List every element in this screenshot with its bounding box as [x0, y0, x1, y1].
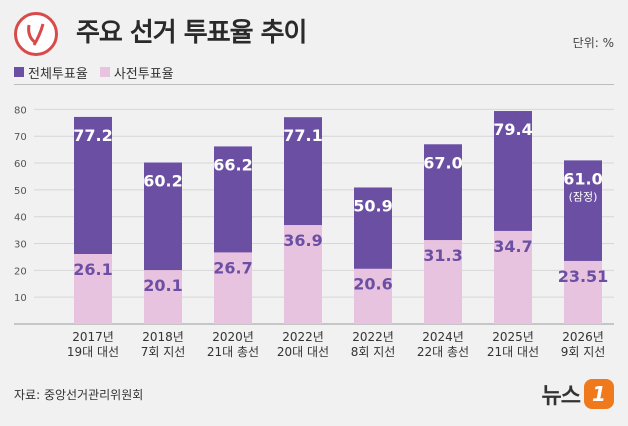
y-tick-label: 50 [14, 186, 27, 197]
source-note: 자료: 중앙선거관리위원회 [14, 388, 144, 402]
early-bar [144, 270, 182, 324]
legend: 전체투표율 사전투표율 [14, 62, 186, 82]
chart-title: 주요 선거 투표율 추이 [76, 18, 307, 48]
legend-label-total: 전체투표율 [28, 66, 88, 82]
early-bar [354, 268, 392, 324]
x-category-label: 2022년 [282, 330, 324, 344]
x-category-label: 9회 지선 [561, 345, 606, 359]
total-value-label: 50.9 [353, 196, 392, 215]
total-value-label: 77.1 [283, 126, 322, 145]
early-bar [74, 253, 112, 324]
x-category-label: 2026년 [562, 330, 604, 344]
early-value-label: 20.1 [143, 276, 182, 295]
early-bar [214, 252, 252, 324]
ballot-stamp-icon [14, 12, 58, 56]
total-value-label: 61.0 [563, 169, 602, 188]
x-category-label: 2022년 [352, 330, 394, 344]
legend-divider [14, 84, 614, 85]
x-category-label: 7회 지선 [141, 345, 186, 359]
logo-text: 뉴스 [541, 384, 581, 409]
y-tick-label: 80 [14, 105, 27, 116]
x-category-label: 2020년 [212, 330, 254, 344]
total-value-label: 77.2 [73, 126, 112, 145]
early-value-label: 23.51 [558, 267, 609, 286]
x-category-label: 21대 대선 [487, 345, 539, 359]
x-category-label: 2017년 [72, 330, 114, 344]
unit-label: 단위: % [572, 36, 614, 50]
news1-logo: 뉴스 1 [542, 378, 614, 410]
legend-swatch-early [99, 67, 110, 77]
total-value-label: 60.2 [143, 172, 182, 191]
x-category-label: 8회 지선 [351, 345, 396, 359]
early-value-label: 26.1 [73, 260, 112, 279]
legend-item-total: 전체투표율 [14, 63, 88, 82]
x-category-label: 19대 대선 [67, 345, 119, 359]
logo-mark-icon: 1 [584, 379, 614, 409]
ballot-stamp-mark-icon [27, 23, 45, 46]
x-category-label: 2018년 [142, 330, 184, 344]
legend-label-early: 사전투표율 [113, 66, 174, 82]
early-bar [564, 260, 602, 324]
y-tick-label: 10 [14, 293, 27, 304]
early-value-label: 36.9 [283, 231, 322, 250]
early-bar [424, 240, 462, 324]
x-category-label: 22대 총선 [417, 345, 469, 359]
x-category-label: 20대 대선 [277, 345, 329, 359]
early-bar [494, 230, 532, 324]
provisional-note: (잠정) [569, 190, 598, 203]
y-tick-label: 20 [14, 266, 27, 277]
y-tick-label: 60 [14, 159, 27, 170]
y-tick-label: 70 [14, 132, 27, 143]
x-category-label: 2025년 [492, 330, 534, 344]
legend-swatch-total [14, 67, 24, 77]
x-category-label: 2024년 [422, 330, 464, 344]
early-bar [284, 225, 322, 324]
y-tick-label: 40 [14, 213, 27, 224]
y-tick-label: 30 [14, 240, 27, 251]
early-value-label: 26.7 [213, 258, 252, 277]
early-value-label: 34.7 [493, 237, 532, 256]
legend-item-early: 사전투표율 [99, 63, 174, 82]
total-value-label: 66.2 [213, 155, 252, 174]
total-value-label: 67.0 [423, 153, 462, 172]
early-value-label: 20.6 [353, 275, 392, 294]
early-value-label: 31.3 [423, 246, 462, 265]
total-value-label: 79.4 [493, 120, 532, 139]
x-category-label: 21대 총선 [207, 345, 259, 359]
